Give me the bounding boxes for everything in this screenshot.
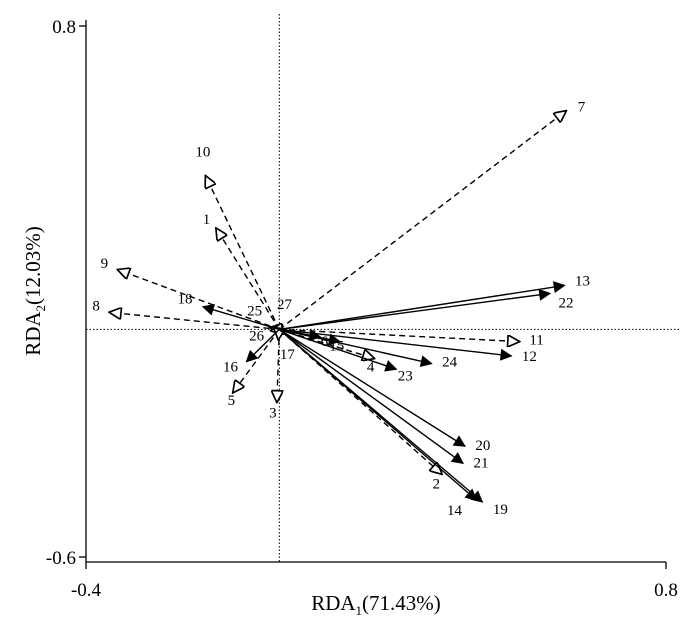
vector-label-9: 9 [101,256,109,272]
vector-label-25: 25 [247,304,262,320]
vector-label-20: 20 [475,438,490,454]
vector-label-22: 22 [559,295,574,311]
vector-arrow-9 [118,270,280,331]
axes [85,20,666,563]
vectors [110,111,566,503]
vector-arrow-18 [201,304,280,331]
vector-label-17: 17 [280,347,296,363]
vector-label-16: 16 [223,360,239,376]
vector-label-23: 23 [398,368,413,384]
vector-label-11: 11 [529,333,543,349]
vector-arrow-17 [278,329,279,338]
vector-label-2: 2 [433,477,441,493]
vector-arrow-4 [279,328,373,358]
vector-arrow-24 [279,328,433,368]
vector-label-19: 19 [493,502,508,518]
vector-arrow-16 [245,328,280,363]
vector-label-21: 21 [474,455,489,471]
vector-arrow-13 [279,281,566,331]
vector-arrow-23 [279,328,398,372]
vector-arrow-2 [278,328,441,473]
vector-arrow-20 [278,328,466,447]
vector-arrow-22 [279,288,552,331]
vector-arrow-12 [279,328,513,361]
vector-label-6: 6 [321,334,329,350]
vector-arrow-19 [278,328,484,503]
vector-arrow-21 [278,328,464,465]
vector-label-27: 27 [277,297,293,313]
vector-label-12: 12 [522,349,537,365]
y-axis-label: RDA2(12.03%) [21,226,48,356]
x-tick-label: 0.8 [654,580,678,601]
vector-label-5: 5 [228,393,236,409]
vector-label-13: 13 [575,273,590,289]
vector-label-3: 3 [269,405,277,421]
vector-label-15: 15 [329,339,344,355]
vector-arrow-8 [110,312,280,331]
ticks: 0.8 -0.6 -0.4 0.8 [46,17,678,601]
vector-labels: 1357891011242526271761213141516181920212… [92,99,590,519]
reference-lines [86,14,680,562]
vector-label-10: 10 [195,145,210,161]
y-tick-label: 0.8 [52,17,76,38]
vector-label-4: 4 [367,359,375,375]
vector-label-1: 1 [203,212,211,228]
vector-label-26: 26 [249,329,265,345]
vector-label-14: 14 [447,503,463,519]
vector-arrow-5 [233,329,280,392]
x-axis-label: RDA1(71.43%) [311,591,441,618]
vector-label-8: 8 [92,298,100,314]
vector-label-18: 18 [177,292,192,308]
vector-label-24: 24 [442,355,458,371]
vector-label-7: 7 [578,99,586,115]
vector-arrow-10 [206,177,280,330]
x-tick-label: -0.4 [71,580,102,601]
y-tick-label: -0.6 [46,548,76,569]
